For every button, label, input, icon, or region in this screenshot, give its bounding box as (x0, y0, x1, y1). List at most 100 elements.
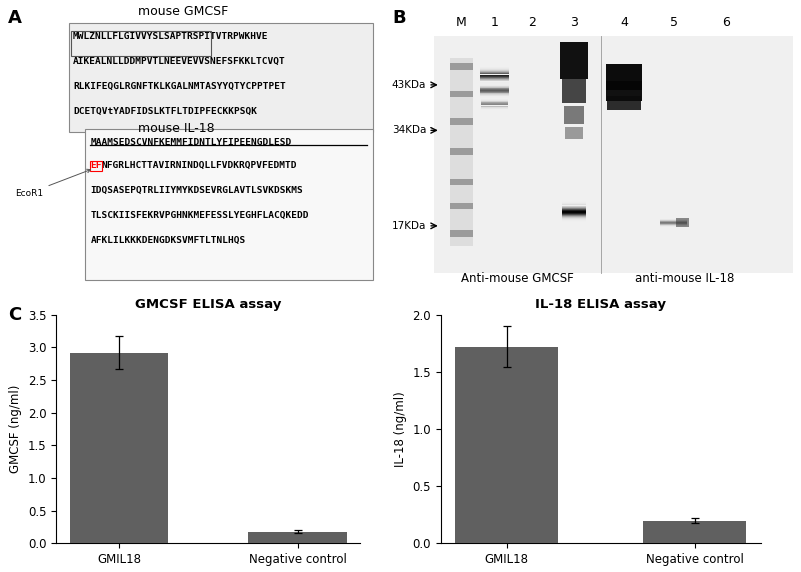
Bar (481, 72, 509, 73)
Bar (481, 99, 509, 100)
Bar (481, 88, 509, 89)
Bar (455, 347, 558, 543)
Bar (481, 76, 509, 77)
Text: A: A (8, 9, 22, 27)
Bar (450, 178, 473, 185)
Bar (562, 202, 586, 204)
Title: IL-18 ELISA assay: IL-18 ELISA assay (535, 297, 666, 311)
Bar (606, 81, 642, 101)
Bar (606, 65, 642, 90)
Bar (481, 67, 509, 68)
Bar (561, 42, 588, 79)
Bar (481, 90, 509, 92)
Bar (562, 216, 586, 217)
Bar (481, 109, 509, 110)
Bar (481, 79, 509, 80)
Bar (481, 80, 509, 81)
Bar (481, 87, 509, 88)
Text: 1: 1 (491, 16, 499, 29)
Text: NFGRLHCTTAVIRNINDQLLFVDKRQPVFEDMTD: NFGRLHCTTAVIRNINDQLLFVDKRQPVFEDMTD (102, 161, 297, 170)
Bar (481, 97, 509, 98)
Bar (562, 219, 586, 220)
Bar (481, 77, 509, 78)
Bar (481, 73, 509, 74)
Bar (248, 531, 347, 543)
Text: mouse GMCSF: mouse GMCSF (139, 5, 228, 18)
Bar (562, 217, 586, 218)
Text: AIKEALNLLDDMPVTLNEEVEVVSNEFSFKKLTCVQT: AIKEALNLLDDMPVTLNEEVEVVSNEFSFKKLTCVQT (73, 57, 286, 66)
Bar (434, 37, 793, 273)
Text: MWLZNLLFLGIVVYSLSAPTRSPITVTRPWKHVE: MWLZNLLFLGIVVYSLSAPTRSPITVTRPWKHVE (73, 32, 268, 41)
Bar (481, 66, 509, 67)
Bar (481, 85, 509, 86)
Bar (481, 74, 509, 76)
Text: DCETQVtYADFIDSLKTFLTDIPFECKKPSQK: DCETQVtYADFIDSLKTFLTDIPFECKKPSQK (73, 106, 257, 116)
Text: 2: 2 (529, 16, 537, 29)
Bar (562, 221, 586, 222)
Text: Anti-mouse GMCSF: Anti-mouse GMCSF (461, 272, 574, 285)
Bar (562, 204, 586, 205)
Bar (481, 94, 509, 95)
Text: 17KDa: 17KDa (392, 221, 426, 231)
Text: 6: 6 (722, 16, 730, 29)
Text: 34KDa: 34KDa (392, 125, 426, 136)
Bar (562, 215, 586, 216)
Text: mouse IL-18: mouse IL-18 (139, 122, 215, 135)
Bar (69, 23, 373, 132)
Bar (564, 106, 585, 124)
Bar (607, 96, 641, 110)
Y-axis label: GMCSF (ng/ml): GMCSF (ng/ml) (9, 385, 22, 473)
Text: 3: 3 (570, 16, 578, 29)
Text: MAAMSEDSCVNFKEMMFIDNTLYFIPEENGDLESD: MAAMSEDSCVNFKEMMFIDNTLYFIPEENGDLESD (91, 138, 292, 147)
Bar (481, 106, 509, 107)
Y-axis label: IL-18 (ng/ml): IL-18 (ng/ml) (393, 391, 407, 467)
Bar (481, 93, 509, 94)
Bar (676, 219, 689, 227)
Text: TLSCKIISFEKRVPGHNKMEFESSLYEGHFLACQKEDD: TLSCKIISFEKRVPGHNKMEFESSLYEGHFLACQKEDD (91, 211, 309, 220)
Text: C: C (8, 306, 22, 324)
Bar (481, 101, 509, 102)
Bar (562, 208, 586, 209)
Bar (450, 58, 473, 245)
Bar (481, 96, 509, 97)
Bar (562, 201, 586, 202)
Text: B: B (392, 9, 406, 27)
Bar (450, 203, 473, 209)
Bar (481, 103, 509, 104)
Bar (562, 210, 586, 212)
Bar (481, 69, 509, 70)
Bar (481, 98, 509, 99)
Bar (481, 92, 509, 93)
Bar (562, 214, 586, 215)
Bar (481, 107, 509, 108)
Text: IDQSASEPQTRLIIYMYKDSEVRGLAVTLSVKDSKMS: IDQSASEPQTRLIIYMYKDSEVRGLAVTLSVKDSKMS (91, 186, 303, 195)
Bar (481, 95, 509, 96)
Bar (481, 102, 509, 103)
Bar (481, 71, 509, 72)
Bar (481, 105, 509, 106)
Bar (643, 521, 747, 543)
Bar (450, 63, 473, 70)
Text: RLKIFEQGLRGNFTKLKGALNMTASYYQTYCPPTPET: RLKIFEQGLRGNFTKLKGALNMTASYYQTYCPPTPET (73, 82, 286, 90)
Bar (562, 206, 586, 208)
Text: 43KDa: 43KDa (392, 80, 426, 90)
Text: EF: EF (91, 161, 102, 170)
Bar (481, 82, 509, 84)
Bar (481, 108, 509, 109)
Text: AFKLILKKKDENGDKSVMFTLTNLHQS: AFKLILKKKDENGDKSVMFTLTNLHQS (91, 236, 246, 245)
Bar (481, 86, 509, 87)
Bar (562, 213, 586, 214)
Bar (481, 70, 509, 71)
Bar (562, 220, 586, 221)
Bar (450, 230, 473, 237)
Bar (562, 205, 586, 206)
Bar (565, 128, 583, 140)
Bar (450, 90, 473, 97)
Bar (450, 118, 473, 125)
Text: 5: 5 (670, 16, 678, 29)
Text: M: M (456, 16, 467, 29)
Title: GMCSF ELISA assay: GMCSF ELISA assay (135, 297, 281, 311)
Bar (481, 104, 509, 105)
Bar (481, 89, 509, 90)
Bar (71, 31, 211, 56)
